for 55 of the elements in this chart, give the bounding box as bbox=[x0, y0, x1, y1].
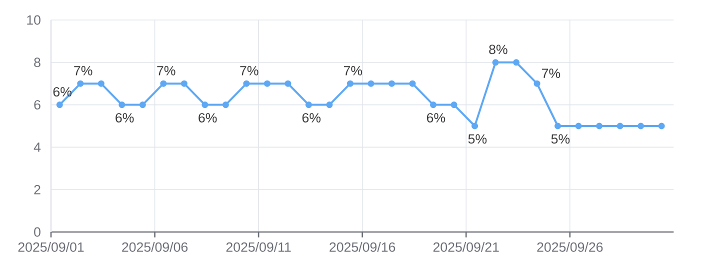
data-label: 6% bbox=[116, 113, 134, 122]
point bbox=[430, 102, 437, 108]
x-tick-label: 2025/09/26 bbox=[537, 242, 603, 252]
point bbox=[284, 80, 292, 87]
point bbox=[326, 102, 333, 108]
data-label: 6% bbox=[53, 87, 72, 97]
data-label: 7% bbox=[240, 66, 258, 76]
point bbox=[160, 80, 167, 87]
data-label: 5% bbox=[551, 134, 570, 144]
point bbox=[658, 122, 665, 130]
point bbox=[575, 122, 582, 130]
point bbox=[471, 122, 478, 130]
x-tick-label: 2025/09/06 bbox=[122, 242, 188, 252]
point bbox=[534, 80, 540, 87]
point bbox=[388, 80, 396, 87]
point bbox=[56, 102, 63, 108]
data-label: 7% bbox=[74, 66, 92, 76]
data-label: 6% bbox=[198, 113, 217, 122]
point bbox=[180, 80, 188, 87]
x-tick-label: 2025/09/16 bbox=[330, 242, 396, 252]
point bbox=[243, 80, 250, 87]
point bbox=[222, 102, 229, 108]
point bbox=[596, 122, 603, 130]
y-tick-label: 4 bbox=[34, 142, 41, 152]
point bbox=[450, 102, 458, 108]
point bbox=[346, 80, 354, 87]
point bbox=[368, 80, 374, 87]
x-tick-label: 2025/09/21 bbox=[433, 242, 499, 252]
data-label: 7% bbox=[542, 68, 560, 78]
x-tick-label: 2025/09/11 bbox=[226, 242, 291, 252]
y-tick-label: 10 bbox=[27, 15, 40, 25]
point bbox=[305, 102, 312, 108]
y-tick-label: 0 bbox=[34, 227, 40, 237]
data-label: 5% bbox=[468, 134, 487, 144]
point bbox=[638, 122, 644, 130]
data-label: 7% bbox=[344, 66, 362, 76]
point bbox=[554, 122, 562, 130]
y-tick-label: 8 bbox=[34, 58, 40, 68]
point bbox=[98, 80, 104, 87]
data-label: 8% bbox=[489, 44, 508, 54]
data-label: 6% bbox=[302, 113, 321, 122]
y-tick-label: 6 bbox=[34, 100, 40, 110]
point bbox=[77, 80, 84, 87]
data-label: 7% bbox=[157, 66, 176, 76]
x-tick-label: 2025/09/01 bbox=[18, 242, 84, 252]
point bbox=[118, 102, 126, 108]
point bbox=[264, 80, 270, 87]
y-tick-label: 2 bbox=[34, 184, 40, 194]
point bbox=[139, 102, 146, 108]
data-label: 6% bbox=[426, 113, 446, 122]
point bbox=[513, 59, 520, 66]
point bbox=[409, 80, 416, 87]
point bbox=[492, 59, 499, 66]
point bbox=[616, 122, 624, 130]
point bbox=[202, 102, 208, 108]
